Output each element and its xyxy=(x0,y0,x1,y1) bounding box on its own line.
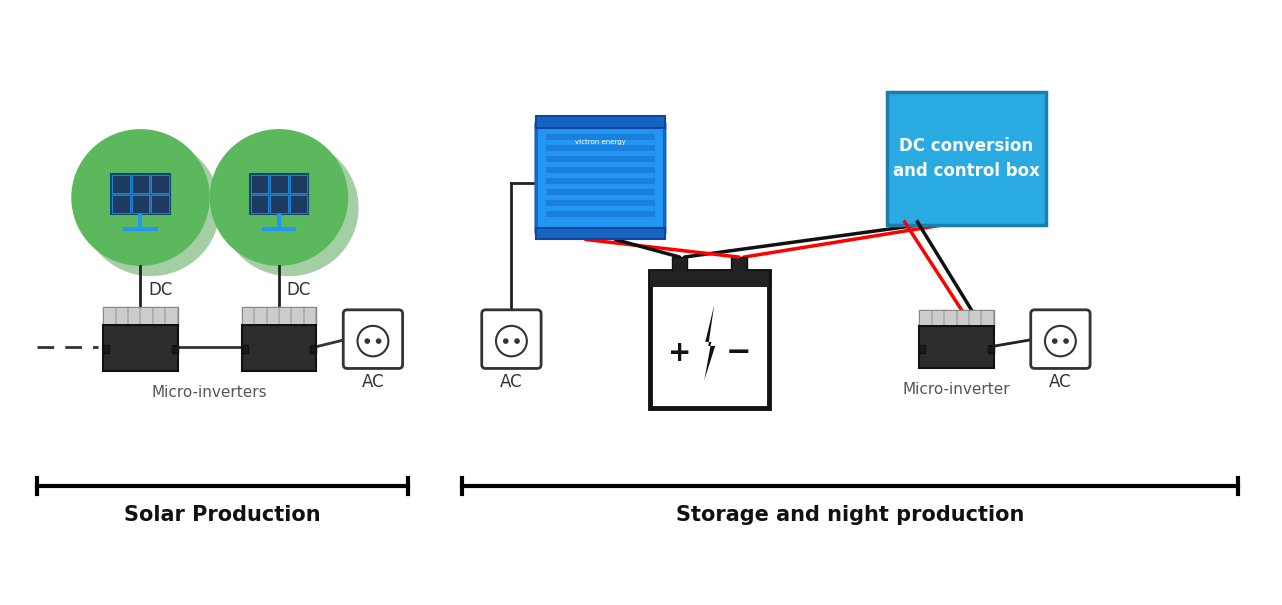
Bar xyxy=(172,345,178,353)
Text: AC: AC xyxy=(500,373,523,391)
Bar xyxy=(310,345,317,353)
Text: victron energy: victron energy xyxy=(576,139,626,145)
Circle shape xyxy=(72,129,210,266)
Text: −: − xyxy=(726,338,751,367)
Bar xyxy=(242,325,317,371)
FancyBboxPatch shape xyxy=(887,92,1046,225)
Bar xyxy=(305,309,315,324)
Bar xyxy=(672,257,687,271)
Bar xyxy=(546,189,655,195)
Bar xyxy=(104,309,115,324)
Text: +: + xyxy=(668,339,691,367)
Bar xyxy=(920,311,931,325)
Polygon shape xyxy=(704,305,715,380)
Bar xyxy=(151,175,169,193)
Bar xyxy=(242,345,247,353)
Bar xyxy=(919,326,994,368)
Bar xyxy=(279,309,290,324)
Text: AC: AC xyxy=(1049,373,1072,391)
Text: DC: DC xyxy=(287,281,312,299)
Bar xyxy=(290,195,308,213)
FancyBboxPatch shape xyxy=(344,310,403,368)
Text: DC: DC xyxy=(149,281,173,299)
Bar xyxy=(945,311,955,325)
Bar xyxy=(933,311,944,325)
Bar xyxy=(271,175,287,193)
Bar xyxy=(292,309,303,324)
Bar xyxy=(104,307,178,325)
Bar xyxy=(650,271,769,287)
Text: Micro-inverter: Micro-inverter xyxy=(903,382,1010,397)
FancyBboxPatch shape xyxy=(1031,310,1090,368)
Bar xyxy=(546,145,655,151)
Bar xyxy=(132,195,149,213)
Bar xyxy=(141,309,151,324)
Bar xyxy=(970,311,981,325)
Bar xyxy=(167,309,177,324)
Bar xyxy=(129,309,140,324)
Bar xyxy=(536,227,665,240)
Bar xyxy=(546,200,655,206)
Bar xyxy=(104,345,109,353)
Bar xyxy=(255,309,265,324)
Bar xyxy=(154,309,164,324)
Bar xyxy=(112,174,171,214)
Circle shape xyxy=(82,139,221,276)
Bar xyxy=(919,345,926,353)
Bar xyxy=(982,311,992,325)
Bar xyxy=(546,134,655,140)
Text: AC: AC xyxy=(362,373,385,391)
Bar xyxy=(958,311,968,325)
Bar xyxy=(731,257,747,271)
Circle shape xyxy=(1063,338,1069,344)
Text: Solar Production: Solar Production xyxy=(124,505,320,525)
FancyBboxPatch shape xyxy=(482,310,541,368)
Bar xyxy=(250,175,268,193)
Circle shape xyxy=(210,129,349,266)
Circle shape xyxy=(503,338,509,344)
Bar xyxy=(546,178,655,184)
Text: DC conversion
and control box: DC conversion and control box xyxy=(894,137,1040,180)
Bar xyxy=(104,325,178,371)
Bar xyxy=(546,167,655,173)
Bar xyxy=(132,175,149,193)
Bar xyxy=(919,310,994,326)
Bar xyxy=(536,116,665,128)
Circle shape xyxy=(514,338,520,344)
Bar xyxy=(117,309,127,324)
Bar xyxy=(271,195,287,213)
Bar xyxy=(268,309,278,324)
Bar xyxy=(546,211,655,217)
Text: Micro-inverters: Micro-inverters xyxy=(151,385,268,400)
Bar xyxy=(242,309,254,324)
Bar xyxy=(242,307,317,325)
Circle shape xyxy=(1053,338,1058,344)
Bar xyxy=(250,174,309,214)
Bar xyxy=(987,345,994,353)
Bar xyxy=(250,195,268,213)
Text: Storage and night production: Storage and night production xyxy=(676,505,1024,525)
Bar xyxy=(546,156,655,162)
Bar xyxy=(112,175,129,193)
Circle shape xyxy=(376,338,382,344)
FancyBboxPatch shape xyxy=(536,119,665,237)
Circle shape xyxy=(364,338,370,344)
Bar xyxy=(650,271,769,408)
Bar xyxy=(112,195,129,213)
Circle shape xyxy=(221,139,359,276)
Bar xyxy=(151,195,169,213)
Bar xyxy=(290,175,308,193)
